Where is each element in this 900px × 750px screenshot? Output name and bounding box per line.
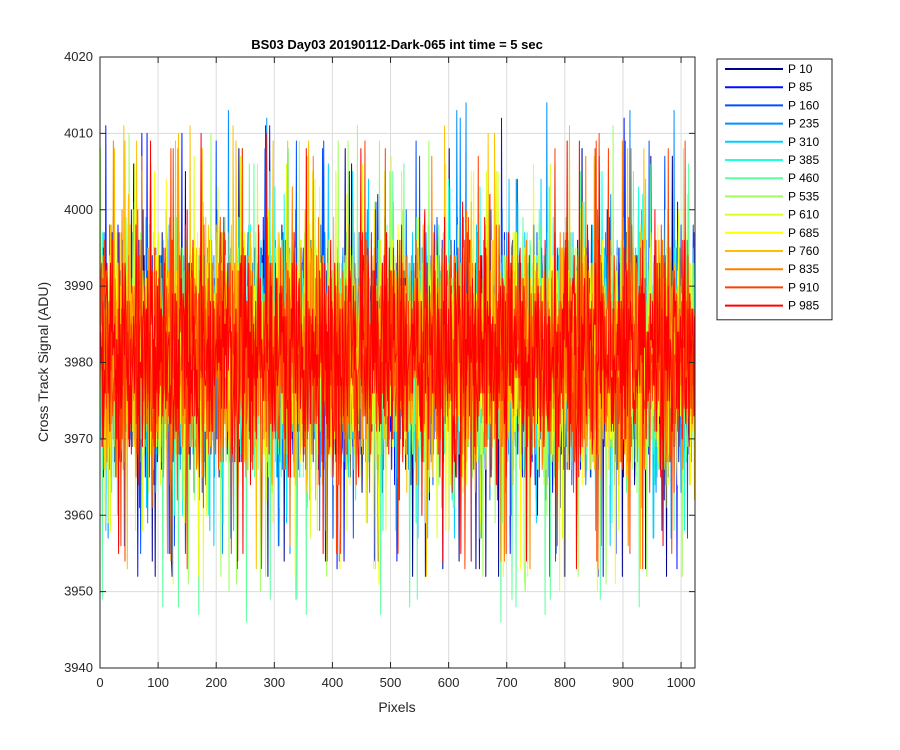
x-tick-label: 100 [147, 675, 169, 690]
series-line-p-985 [99, 132, 695, 570]
y-tick-label: 3980 [64, 355, 93, 370]
legend-entry: P 85 [788, 80, 813, 94]
legend-entry: P 235 [788, 117, 819, 131]
x-tick-label: 200 [205, 675, 227, 690]
y-tick-label: 3960 [64, 507, 93, 522]
x-tick-label: 400 [322, 675, 344, 690]
legend: P 10 P 85 P 160 P 235 P 310 P 385 P 460 P 535 P … [716, 58, 833, 321]
legend-entry: P 385 [788, 153, 819, 167]
y-tick-label: 3970 [64, 431, 93, 446]
x-tick-label: 900 [612, 675, 634, 690]
x-tick-label: 500 [380, 675, 402, 690]
legend-entry: P 535 [788, 189, 819, 203]
legend-box [716, 58, 833, 321]
x-tick-label: 300 [263, 675, 285, 690]
x-tick-label: 800 [554, 675, 576, 690]
y-tick-label: 4020 [64, 49, 93, 64]
x-tick-label: 1000 [667, 675, 696, 690]
legend-entry: P 985 [788, 299, 819, 313]
legend-entry: P 610 [788, 208, 819, 222]
legend-entry: P 835 [788, 262, 819, 276]
y-tick-label: 3940 [64, 660, 93, 675]
legend-entry: P 760 [788, 244, 819, 258]
y-axis-label: Cross Track Signal (ADU) [35, 282, 51, 442]
y-tick-label: 4000 [64, 202, 93, 217]
legend-entry: P 160 [788, 98, 819, 112]
x-axis-label: Pixels [378, 699, 415, 715]
chart-title: BS03 Day03 20190112-Dark-065 int time = … [251, 37, 543, 52]
legend-entry: P 310 [788, 135, 819, 149]
y-tick-label: 3990 [64, 278, 93, 293]
x-tick-label: 600 [438, 675, 460, 690]
axis-ticks: 0 100 200 300 400 500 600 700 800 900 1000 3940 3950… [64, 49, 695, 690]
series-layer [99, 102, 695, 623]
x-tick-label: 700 [496, 675, 518, 690]
x-tick-label: 0 [96, 675, 103, 690]
legend-entry: P 910 [788, 280, 819, 294]
legend-entry: P 10 [788, 62, 813, 76]
legend-entry: P 685 [788, 226, 819, 240]
legend-entry: P 460 [788, 171, 819, 185]
y-tick-label: 4010 [64, 125, 93, 140]
y-tick-label: 3950 [64, 584, 93, 599]
series-line-p-910 [99, 132, 695, 570]
